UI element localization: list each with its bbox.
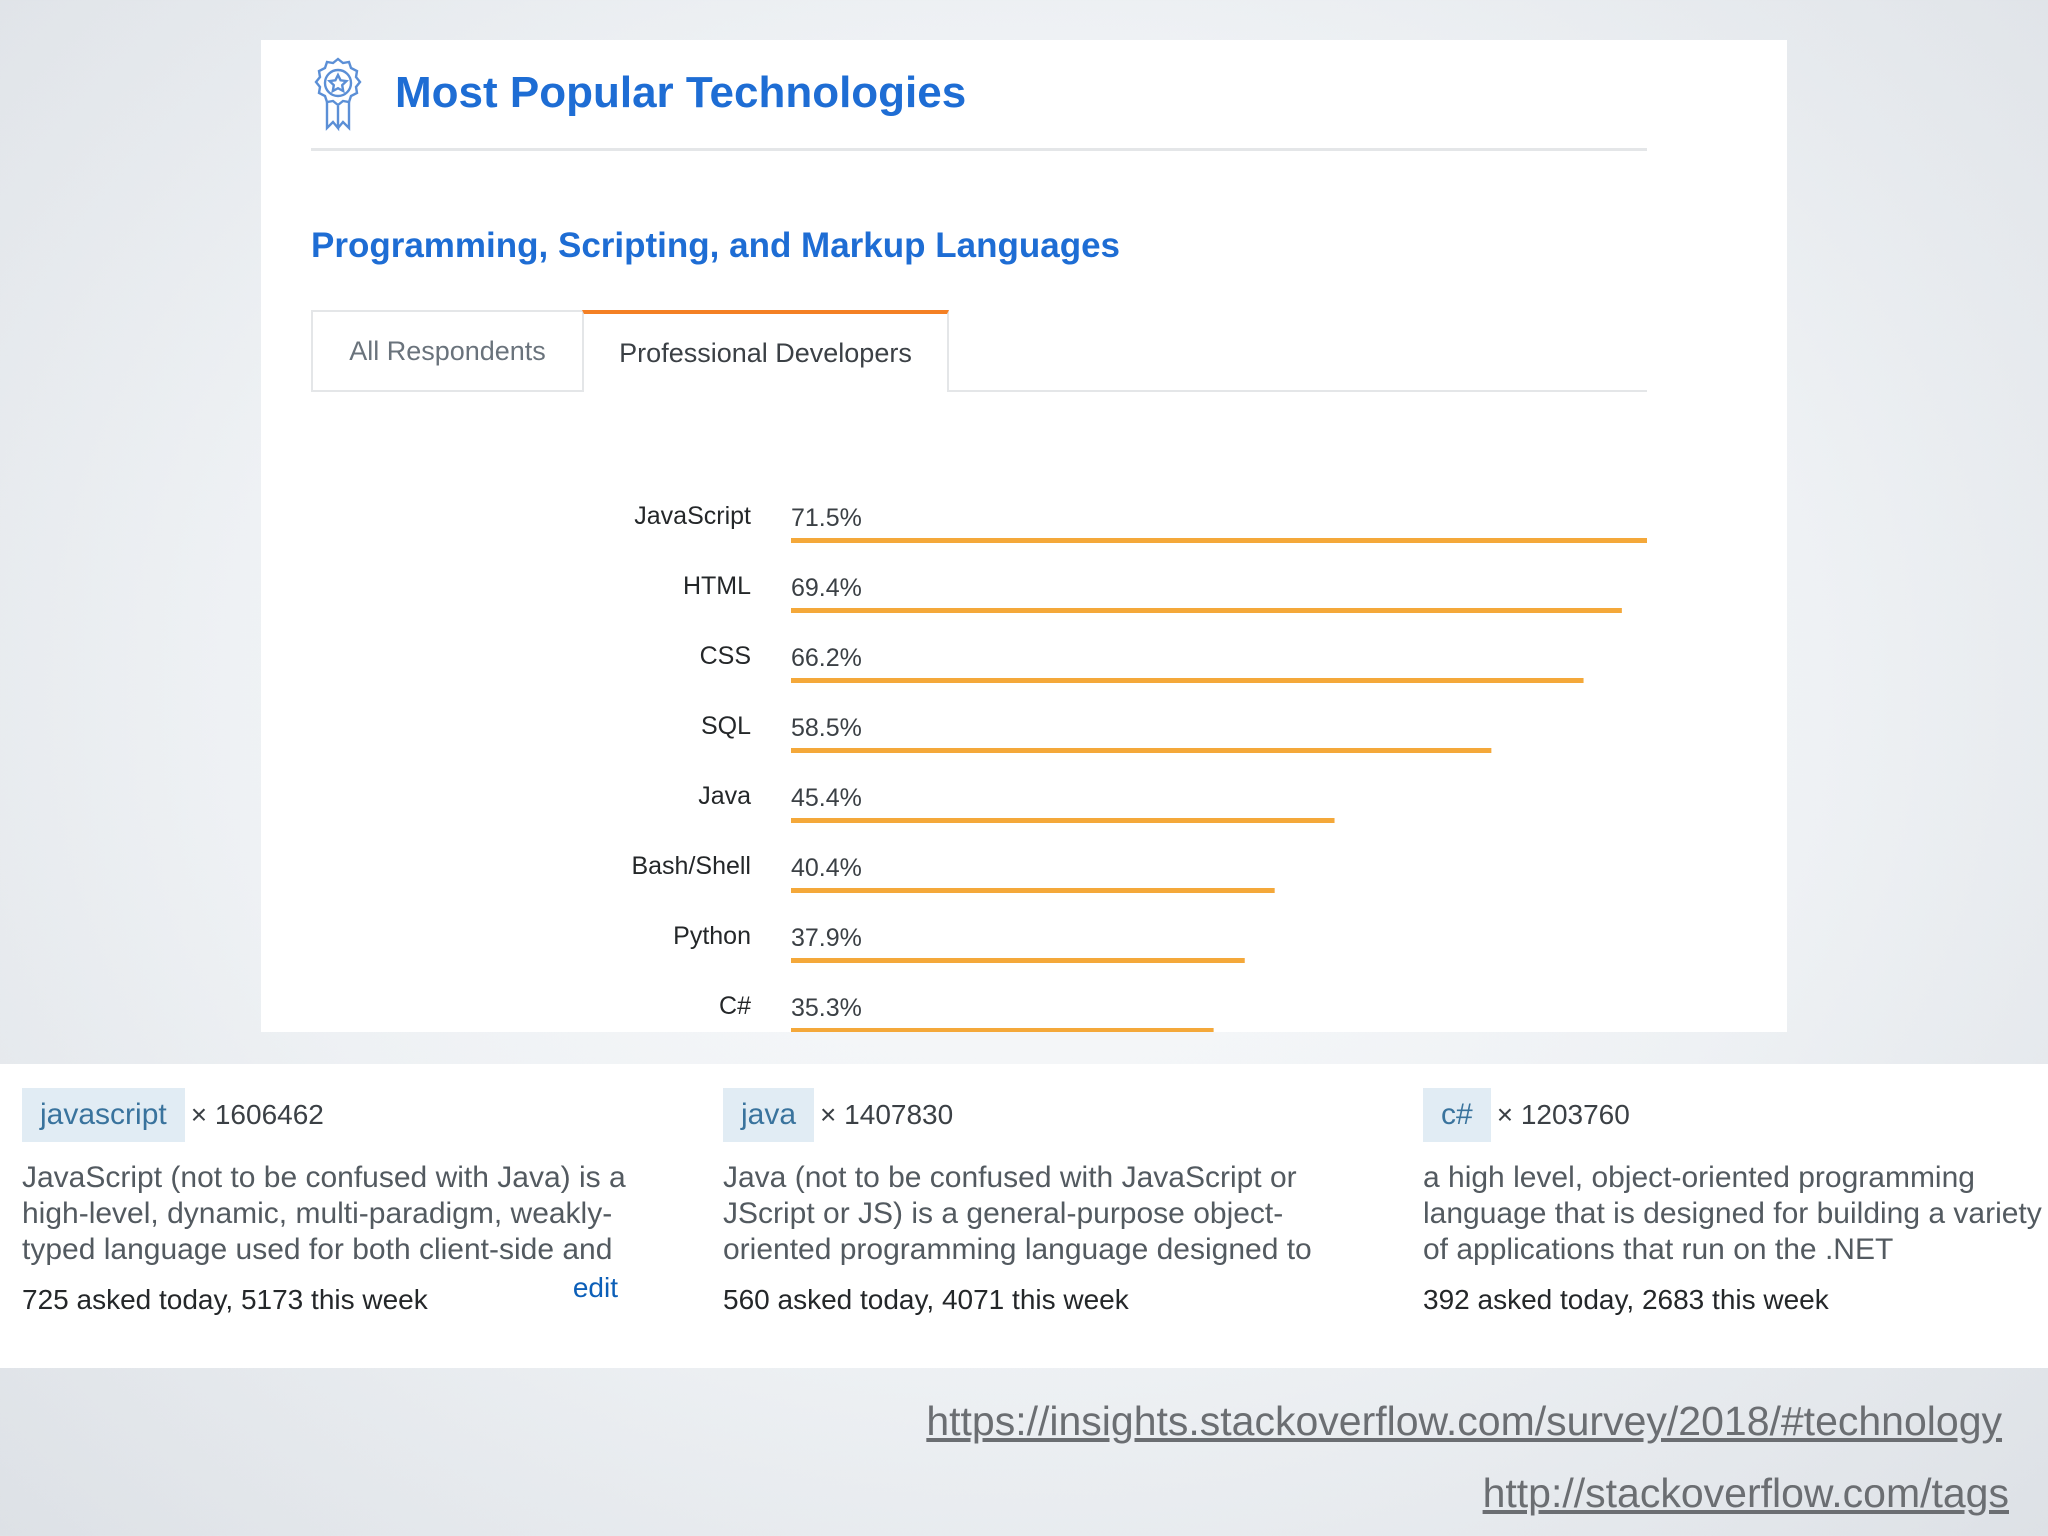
tab-professional-developers[interactable]: Professional Developers bbox=[582, 310, 949, 392]
category-label-java: Java bbox=[698, 782, 751, 810]
bar-css bbox=[791, 678, 1584, 683]
tag-count: × 1407830 bbox=[820, 1099, 954, 1130]
bar-java bbox=[791, 818, 1335, 823]
value-label-java: 45.4% bbox=[791, 784, 862, 812]
tag-card-javascript: javascript × 1606462 JavaScript (not to b… bbox=[22, 1088, 672, 1316]
tag-description: JavaScript (not to be confused with Java… bbox=[22, 1161, 626, 1266]
tag-stats: 725 asked today, 5173 this week bbox=[22, 1284, 428, 1315]
tags-link[interactable]: http://stackoverflow.com/tags bbox=[1482, 1470, 2009, 1516]
tag-stats-row: 725 asked today, 5173 this week edit bbox=[22, 1272, 672, 1316]
tag-stats: 392 asked today, 2683 this week bbox=[1423, 1284, 1829, 1315]
tag-card-csharp: c# × 1203760 a high level, object-oriente… bbox=[1423, 1088, 2048, 1316]
bar-c bbox=[791, 1028, 1214, 1032]
tag-stats: 560 asked today, 4071 this week bbox=[723, 1284, 1129, 1315]
value-label-python: 37.9% bbox=[791, 924, 862, 952]
tag-stats-row: 392 asked today, 2683 this week bbox=[1423, 1284, 2048, 1316]
category-label-bash-shell: Bash/Shell bbox=[631, 852, 751, 880]
category-label-javascript: JavaScript bbox=[634, 502, 751, 530]
bar-javascript bbox=[791, 538, 1647, 543]
tag-description: a high level, object-oriented programmin… bbox=[1423, 1161, 2042, 1266]
value-label-css: 66.2% bbox=[791, 644, 862, 672]
value-label-html: 69.4% bbox=[791, 574, 862, 602]
tag-strip: javascript × 1606462 JavaScript (not to b… bbox=[0, 1064, 2048, 1368]
category-label-python: Python bbox=[673, 922, 751, 950]
tag-description: Java (not to be confused with JavaScript… bbox=[723, 1161, 1312, 1266]
bar-sql bbox=[791, 748, 1492, 753]
category-label-c: C# bbox=[719, 992, 751, 1020]
section-title: Programming, Scripting, and Markup Langu… bbox=[311, 226, 1120, 265]
tabs-divider bbox=[949, 390, 1647, 392]
value-label-sql: 58.5% bbox=[791, 714, 862, 742]
card-title: Most Popular Technologies bbox=[395, 68, 967, 117]
value-label-c: 35.3% bbox=[791, 994, 862, 1022]
survey-card: Most Popular Technologies Programming, S… bbox=[261, 40, 1787, 1032]
survey-link[interactable]: https://insights.stackoverflow.com/surve… bbox=[926, 1398, 2002, 1444]
value-label-bash-shell: 40.4% bbox=[791, 854, 862, 882]
language-bar-chart: JavaScript 71.5% HTML 69.4% CSS 66.2% SQL 58.5%… bbox=[631, 502, 1647, 1032]
bar-html bbox=[791, 608, 1622, 613]
tag-card-java: java × 1407830 Java (not to be confused w… bbox=[723, 1088, 1373, 1316]
tag-chip[interactable]: java bbox=[723, 1088, 815, 1142]
bar-bash-shell bbox=[791, 888, 1275, 893]
value-label-javascript: 71.5% bbox=[791, 504, 862, 532]
tag-count: × 1606462 bbox=[190, 1099, 324, 1130]
tag-chip[interactable]: javascript bbox=[22, 1088, 185, 1142]
tag-stats-row: 560 asked today, 4071 this week bbox=[723, 1284, 1373, 1316]
tab-all-respondents[interactable]: All Respondents bbox=[311, 310, 582, 392]
category-label-css: CSS bbox=[700, 642, 751, 670]
bar-python bbox=[791, 958, 1245, 963]
title-divider bbox=[311, 148, 1647, 151]
category-label-html: HTML bbox=[683, 572, 751, 600]
tag-chip[interactable]: c# bbox=[1423, 1088, 1491, 1142]
award-ribbon-icon bbox=[314, 57, 362, 132]
tabs-divider-left bbox=[311, 390, 582, 392]
edit-link[interactable]: edit bbox=[572, 1272, 618, 1303]
category-label-sql: SQL bbox=[701, 712, 751, 740]
tag-count: × 1203760 bbox=[1496, 1099, 1630, 1130]
